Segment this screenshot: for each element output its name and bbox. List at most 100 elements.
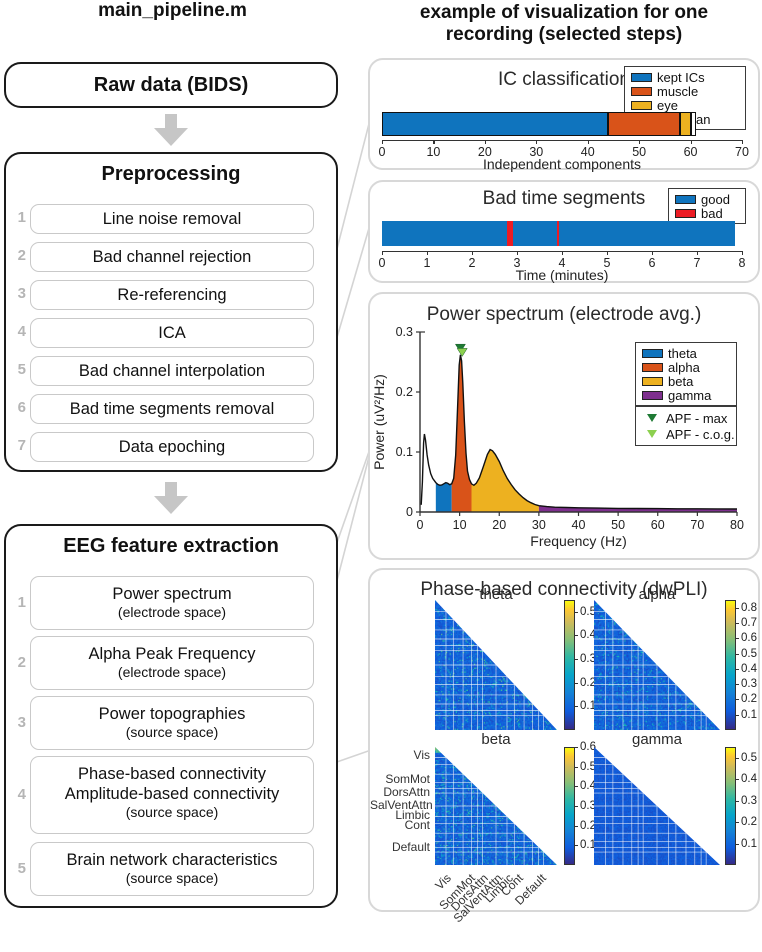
preprocessing-step-3: Re-referencing [30, 280, 314, 310]
eeg-step-2: Alpha Peak Frequency (electrode space) [30, 636, 314, 690]
right-column-title: example of visualization for one recordi… [368, 2, 760, 46]
legend-label: muscle [657, 83, 699, 99]
colorbar-tick-label: 0.1 [741, 708, 757, 721]
colorbar-tick-label: 0.5 [741, 647, 757, 660]
x-tick [382, 140, 384, 144]
theta-swatch [642, 348, 663, 358]
step-number: 5 [17, 361, 26, 378]
x-axis-line [382, 140, 742, 142]
connectivity-title: Phase-based connectivity (dwPLI) [420, 579, 708, 600]
x-tick-label: 20 [477, 145, 492, 159]
preprocessing-step-7: Data epoching [30, 432, 314, 462]
x-axis-label: Independent components [482, 156, 641, 172]
x-tick-label: 4 [558, 256, 566, 270]
step-number: 4 [17, 323, 26, 340]
colorbar-tick-label: 0.5 [580, 605, 596, 618]
network-label-y: Default [391, 840, 430, 855]
legend-item: APF - c.o.g. [642, 426, 735, 442]
step-label: Alpha Peak Frequency [88, 645, 256, 663]
x-tick-label: 40 [580, 145, 595, 159]
alpha-swatch [642, 362, 663, 372]
colorbar-tick-label: 0.4 [741, 662, 757, 675]
bad-time-segments-panel: Bad time segments good bad 0 1 2 3 4 5 6 7 8 Time… [368, 180, 760, 283]
step-number: 2 [17, 654, 26, 671]
colorbar-tick [575, 706, 578, 708]
colorbar-tick-label: 0.3 [741, 794, 757, 807]
x-tick-label: 10 [453, 518, 467, 532]
y-tick-label: 0.3 [396, 325, 413, 339]
eeg-step-1: Power spectrum (electrode space) [30, 576, 314, 630]
good-swatch [675, 194, 696, 204]
legend-label: kept ICs [657, 69, 705, 85]
step-number: 4 [17, 786, 26, 803]
band-legend: theta alpha beta gamma [635, 342, 737, 406]
colorbar-tick [736, 779, 739, 781]
heatmap-theta [435, 600, 557, 730]
step-label: Bad time segments removal [69, 400, 275, 418]
colorbar-tick [575, 845, 578, 847]
legend-item: muscle [631, 84, 739, 98]
x-tick-label: 60 [651, 518, 665, 532]
power-spectrum-title: Power spectrum (electrode avg.) [426, 304, 702, 325]
x-tick-label: 80 [730, 518, 744, 532]
bad-time-bar: 0 1 2 3 4 5 6 7 8 Time (minutes) [370, 182, 762, 285]
colorbar-tick [736, 822, 739, 824]
x-tick [587, 140, 589, 144]
colorbar-tick [575, 611, 578, 613]
x-tick [652, 251, 654, 255]
band-name-label: beta [481, 731, 511, 748]
y-tick-label: 0.2 [396, 385, 413, 399]
x-tick-label: 70 [735, 145, 749, 159]
step-label: Power topographies [98, 705, 246, 723]
step-label: Bad channel interpolation [78, 362, 266, 380]
network-label-y: Cont [404, 817, 430, 832]
x-tick [517, 251, 519, 255]
bar-segment-muscle [608, 112, 681, 136]
legend-item: good [675, 192, 739, 206]
power-spectrum-plot: 0 0.1 0.2 0.3 0 10 20 30 40 50 60 70 80 Frequency (Hz… [371, 325, 744, 549]
x-tick-label: 1 [423, 256, 431, 270]
ic-classification-panel: IC classification kept ICs muscle eye ba… [368, 58, 762, 172]
legend-item: bad [675, 206, 739, 220]
figure-canvas: main_pipeline.m Raw data (BIDS) Preproce… [4, 0, 762, 925]
eeg-step-5: Brain network characteristics (source spa… [30, 842, 314, 896]
colorbar-tick [736, 622, 739, 624]
colorbar-beta [564, 747, 575, 865]
colorbar-tick [575, 806, 578, 807]
x-tick-label: 0 [378, 145, 386, 159]
colorbar-tick-label: 0.5 [741, 751, 757, 764]
step-number: 1 [17, 594, 26, 611]
step-sublabel: (source space) [125, 870, 219, 886]
legend-label: bad [701, 205, 723, 221]
x-tick-label: 50 [632, 145, 647, 159]
down-arrow-icon [154, 114, 188, 146]
colorbar-tick-label: 0.3 [741, 678, 757, 691]
step-sublabel: (source space) [125, 724, 219, 740]
legend-item: gamma [642, 388, 730, 402]
colorbar-tick [575, 635, 578, 637]
colorbar-tick [736, 638, 739, 640]
colorbar-tick [736, 668, 739, 670]
bad-swatch [675, 208, 696, 218]
legend-item: APF - max [642, 410, 730, 426]
x-tick-label: 40 [572, 518, 586, 532]
apf-max-triangle-icon [647, 414, 657, 422]
heatmap-beta [435, 747, 557, 865]
legend-label: alpha [668, 359, 700, 375]
colorbar-tick [736, 757, 739, 759]
legend-label: APF - max [666, 410, 728, 426]
x-axis-label: Frequency (Hz) [530, 533, 626, 549]
step-label: Phase-based connectivity [77, 765, 267, 783]
x-tick [562, 251, 564, 255]
ic-stacked-bar: 0 10 20 30 40 50 60 70 Independent components [370, 60, 762, 172]
band-area-beta [471, 449, 539, 512]
right-title-line1: example of visualization for one [419, 2, 709, 23]
colorbar-tick [736, 714, 739, 716]
legend-label: APF - c.o.g. [666, 426, 735, 442]
bar-segment-bad-chan [690, 112, 696, 136]
left-column-title: main_pipeline.m [98, 0, 247, 21]
x-tick-label: 60 [683, 145, 698, 159]
step-number: 2 [17, 247, 26, 264]
bad-time-legend: good bad [668, 188, 746, 224]
colorbar-tick [575, 825, 578, 827]
